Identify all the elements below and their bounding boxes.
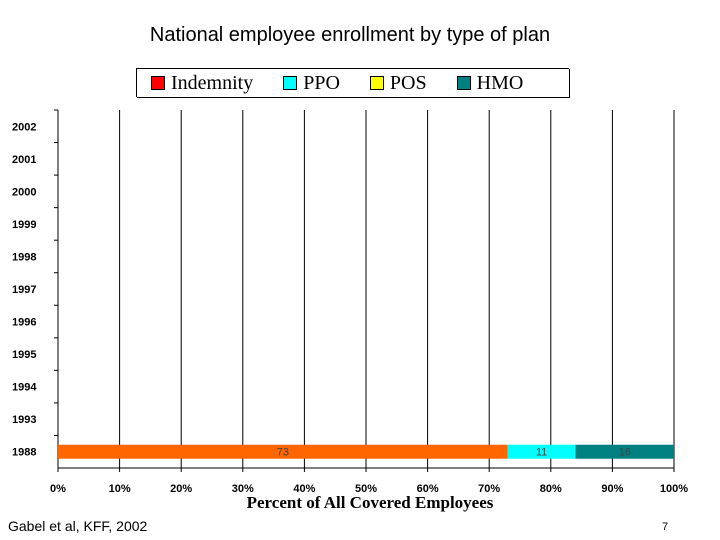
x-tick-label: 80% bbox=[540, 483, 562, 495]
data-label: 16 bbox=[619, 447, 631, 459]
chart-plot: 0% 10% 20% 30% 40% 50% 60% 70% 80% 90% 100% 2002 200… bbox=[12, 109, 688, 495]
legend-item-indemnity: Indemnity bbox=[151, 72, 253, 95]
legend-swatch-ppo bbox=[283, 76, 298, 90]
page-number: 7 bbox=[662, 521, 669, 533]
legend-label-indemnity: Indemnity bbox=[171, 71, 254, 94]
legend-item-hmo: HMO bbox=[456, 71, 524, 95]
bar-indemnity bbox=[58, 444, 508, 459]
x-axis-label: Percent of All Covered Employees bbox=[246, 493, 494, 512]
legend-label-hmo: HMO bbox=[476, 71, 524, 94]
y-tick-label: 1995 bbox=[12, 349, 36, 361]
legend-label-ppo: PPO bbox=[303, 71, 340, 94]
y-tick-label: 1993 bbox=[12, 414, 36, 426]
chart-title: National employee enrollment by type of … bbox=[149, 24, 551, 46]
y-tick-label: 1998 bbox=[12, 251, 36, 263]
legend-swatch-indemnity bbox=[151, 76, 165, 90]
y-tick-label: 1999 bbox=[12, 219, 36, 231]
y-tick-label: 1997 bbox=[12, 284, 36, 296]
y-tick-label: 2000 bbox=[12, 186, 36, 198]
y-tick-label: 1994 bbox=[12, 382, 37, 394]
bar-hmo bbox=[575, 444, 674, 459]
y-tick-label: 2002 bbox=[12, 121, 36, 133]
x-tick-label: 60% bbox=[417, 483, 439, 495]
x-tick-label: 10% bbox=[109, 483, 131, 495]
x-tick-label: 0% bbox=[50, 483, 66, 495]
bar-ppo bbox=[507, 444, 576, 459]
x-tick-label: 30% bbox=[232, 483, 254, 495]
y-tick-label: 1988 bbox=[12, 447, 36, 459]
x-tick-label: 100% bbox=[660, 483, 688, 495]
legend-item-pos: POS bbox=[369, 71, 427, 95]
data-label: 73 bbox=[277, 447, 289, 459]
data-label: 11 bbox=[536, 447, 547, 459]
legend-item-ppo: PPO bbox=[283, 72, 340, 95]
x-tick-label: 50% bbox=[355, 483, 377, 495]
legend-swatch-hmo bbox=[456, 76, 471, 90]
x-tick-label: 70% bbox=[478, 483, 500, 495]
x-tick-label: 90% bbox=[601, 483, 623, 495]
legend-swatch-pos bbox=[369, 76, 384, 90]
y-tick-label: 1996 bbox=[12, 317, 36, 329]
x-tick-label: 40% bbox=[293, 483, 315, 495]
x-tick-label: 20% bbox=[170, 483, 192, 495]
chart-legend: Indemnity PPO POS HMO bbox=[136, 68, 569, 97]
legend-label-pos: POS bbox=[389, 71, 427, 94]
y-tick-label: 2001 bbox=[12, 154, 36, 166]
source-citation: Gabel et al, KFF, 2002 bbox=[8, 518, 148, 534]
